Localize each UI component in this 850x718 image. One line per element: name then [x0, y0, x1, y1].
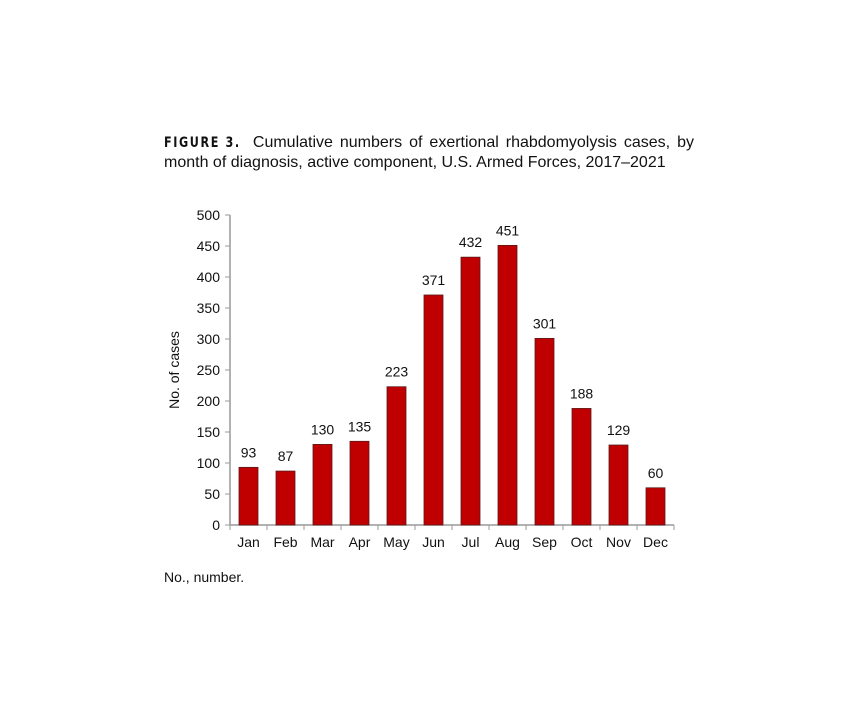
- data-label: 60: [648, 465, 664, 481]
- x-tick-label: Sep: [532, 534, 557, 550]
- data-label: 135: [348, 418, 372, 434]
- data-label: 129: [607, 422, 631, 438]
- x-tick-label: Jan: [237, 534, 260, 550]
- y-tick-label: 0: [212, 517, 220, 533]
- bar: [571, 408, 592, 526]
- x-tick-label: Jul: [462, 534, 480, 550]
- data-label: 301: [533, 315, 557, 331]
- y-tick-label: 150: [197, 424, 221, 440]
- x-tick-label: Feb: [273, 534, 297, 550]
- bar: [423, 294, 444, 526]
- x-tick-label: Oct: [571, 534, 593, 550]
- figure-caption: FIGURE 3. Cumulative numbers of exertion…: [164, 133, 694, 173]
- footnote: No., number.: [164, 569, 245, 585]
- data-label: 188: [570, 385, 594, 401]
- bar: [608, 444, 629, 526]
- y-tick-label: 100: [197, 455, 221, 471]
- y-tick-label: 250: [197, 362, 221, 378]
- x-tick-label: Mar: [310, 534, 334, 550]
- y-tick-label: 200: [197, 393, 221, 409]
- data-label: 130: [311, 421, 335, 437]
- bar: [238, 466, 259, 526]
- bar: [645, 487, 666, 526]
- y-tick-label: 500: [197, 207, 221, 223]
- x-tick-label: Dec: [643, 534, 668, 550]
- y-tick-label: 300: [197, 331, 221, 347]
- data-label: 87: [278, 448, 294, 464]
- data-label: 371: [422, 272, 446, 288]
- y-axis-label: No. of cases: [166, 331, 182, 409]
- bar: [497, 244, 518, 526]
- data-label: 223: [385, 364, 409, 380]
- x-tick-label: May: [383, 534, 409, 550]
- bar: [534, 337, 555, 526]
- figure-label: FIGURE 3.: [164, 135, 241, 151]
- y-tick-label: 450: [197, 238, 221, 254]
- x-tick-label: Aug: [495, 534, 520, 550]
- data-label: 451: [496, 222, 520, 238]
- bar: [312, 443, 333, 526]
- y-tick-label: 350: [197, 300, 221, 316]
- bar: [386, 386, 407, 526]
- caption-text: Cumulative numbers of exertional rhabdom…: [164, 134, 694, 171]
- bar: [275, 470, 296, 526]
- data-label: 93: [241, 444, 257, 460]
- x-tick-label: Apr: [349, 534, 371, 550]
- data-label: 432: [459, 234, 483, 250]
- x-tick-label: Jun: [422, 534, 445, 550]
- x-tick-label: Nov: [606, 534, 631, 550]
- y-tick-label: 400: [197, 269, 221, 285]
- bar: [460, 256, 481, 526]
- y-tick-label: 50: [204, 486, 220, 502]
- bar: [349, 440, 370, 526]
